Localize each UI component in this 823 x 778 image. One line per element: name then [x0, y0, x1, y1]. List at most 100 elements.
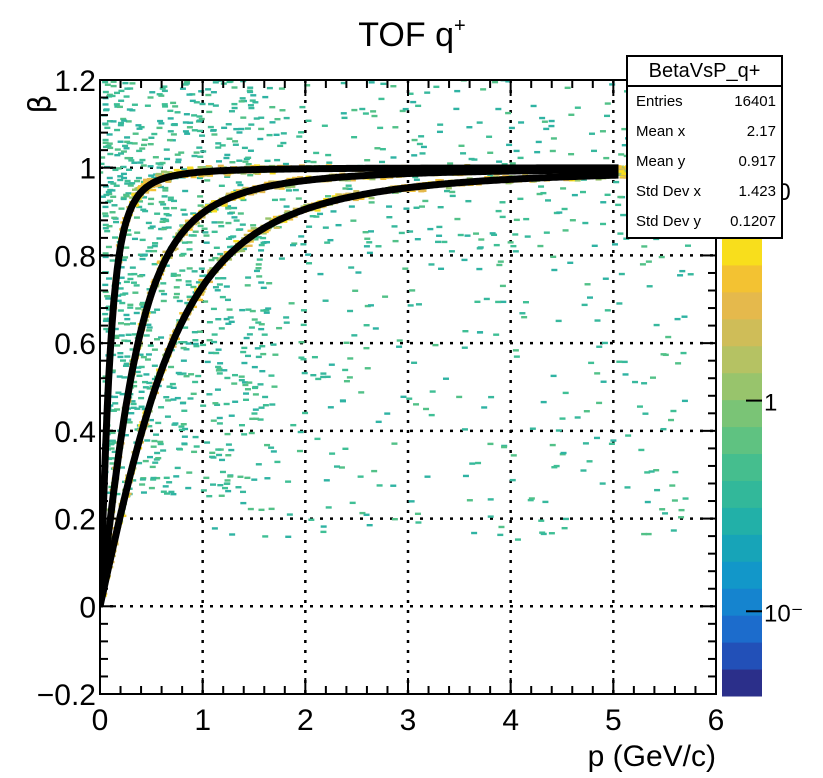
hist-cell	[497, 533, 504, 537]
hist-cell	[130, 479, 137, 482]
band-cell	[435, 179, 442, 182]
hist-cell	[345, 184, 352, 187]
hist-cell	[167, 198, 174, 202]
hist-cell	[223, 285, 230, 288]
hist-cell	[125, 229, 132, 232]
color-scale-step	[722, 399, 762, 428]
hist-cell	[669, 484, 676, 487]
hist-cell	[105, 297, 112, 300]
hist-cell	[285, 535, 292, 538]
hist-cell	[204, 441, 211, 444]
hist-cell	[221, 369, 228, 372]
hist-cell	[493, 243, 500, 247]
hist-cell	[471, 531, 478, 535]
hist-cell	[212, 81, 219, 84]
hist-cell	[182, 326, 189, 329]
hist-cell	[368, 81, 375, 84]
hist-cell	[562, 229, 569, 232]
hist-cell	[258, 249, 265, 252]
hist-cell	[156, 126, 163, 130]
hist-cell	[366, 523, 373, 527]
hist-cell	[406, 397, 413, 400]
band-cell	[201, 166, 208, 169]
hist-cell	[538, 519, 545, 522]
hist-cell	[548, 532, 555, 535]
hist-cell	[224, 175, 231, 178]
hist-cell	[153, 458, 160, 461]
hist-cell	[136, 205, 143, 209]
hist-cell	[184, 132, 191, 135]
hist-cell	[181, 340, 188, 344]
hist-cell	[156, 166, 163, 169]
hist-cell	[187, 397, 194, 400]
hist-cell	[148, 136, 155, 139]
hist-cell	[213, 246, 220, 249]
hist-cell	[231, 382, 238, 385]
hist-cell	[486, 135, 493, 138]
hist-cell	[493, 333, 500, 336]
hist-cell	[245, 308, 252, 311]
hist-cell	[261, 333, 268, 336]
color-scale-step	[722, 372, 762, 401]
hist-cell	[143, 373, 150, 376]
band-cell	[143, 181, 150, 184]
hist-cell	[121, 339, 128, 342]
hist-cell	[201, 227, 208, 230]
hist-cell	[214, 388, 221, 391]
hist-cell	[146, 387, 153, 390]
hist-cell	[106, 277, 113, 280]
chart-title: TOF q+	[358, 15, 465, 54]
hist-cell	[185, 486, 192, 490]
hist-cell	[320, 530, 327, 534]
hist-cell	[133, 311, 140, 315]
hist-cell	[196, 176, 203, 180]
hist-cell	[304, 84, 311, 87]
hist-cell	[193, 344, 200, 348]
hist-cell	[102, 103, 109, 106]
hist-cell	[302, 411, 309, 415]
hist-cell	[150, 311, 157, 314]
hist-cell	[105, 190, 112, 194]
hist-cell	[297, 430, 304, 434]
hist-cell	[171, 199, 178, 203]
hist-cell	[125, 192, 132, 195]
hist-cell	[102, 312, 109, 316]
hist-cell	[141, 138, 148, 141]
band-cell	[198, 278, 205, 282]
hist-cell	[501, 163, 508, 166]
hist-cell	[246, 381, 253, 384]
hist-cell	[245, 276, 252, 279]
hist-cell	[617, 195, 624, 199]
hist-cell	[364, 367, 371, 370]
hist-cell	[106, 120, 113, 123]
hist-cell	[217, 252, 224, 256]
hist-cell	[550, 374, 557, 378]
hist-cell	[347, 309, 354, 313]
hist-cell	[466, 126, 473, 129]
hist-cell	[670, 409, 677, 413]
hist-cell	[176, 299, 183, 303]
hist-cell	[137, 274, 144, 278]
hist-cell	[466, 499, 473, 502]
hist-cell	[386, 216, 393, 219]
hist-cell	[156, 93, 163, 96]
x-tick-label: 2	[297, 704, 314, 737]
hist-cell	[311, 355, 318, 359]
hist-cell	[330, 210, 337, 213]
band-cell	[574, 179, 581, 182]
hist-cell	[122, 81, 129, 85]
hist-cell	[215, 365, 222, 369]
hist-cell	[411, 361, 418, 364]
hist-cell	[131, 384, 138, 388]
hist-cell	[190, 392, 197, 396]
hist-cell	[462, 330, 469, 333]
hist-cell	[102, 252, 109, 255]
hist-cell	[436, 234, 443, 237]
hist-cell	[258, 323, 265, 326]
hist-cell	[104, 126, 111, 130]
hist-cell	[224, 432, 231, 436]
hist-cell	[499, 215, 506, 219]
hist-cell	[113, 91, 120, 95]
hist-cell	[245, 354, 252, 358]
band-cell	[186, 228, 193, 231]
